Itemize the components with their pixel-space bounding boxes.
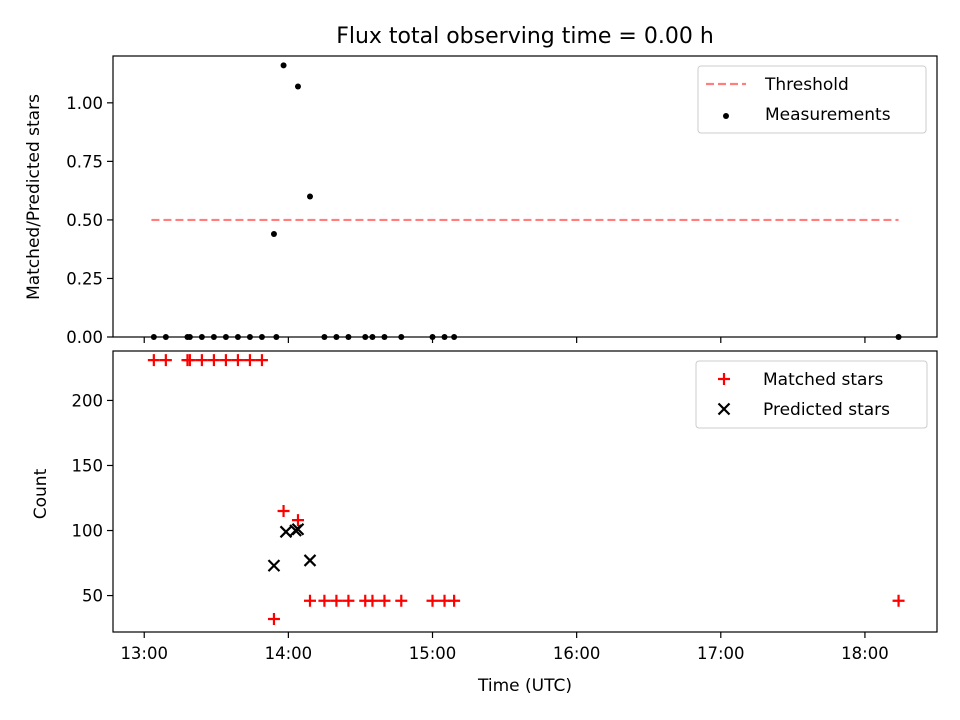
legend-label-threshold: Threshold	[764, 75, 849, 95]
matched-stars-point	[426, 594, 439, 607]
bottom-legend: Matched stars Predicted stars	[695, 360, 928, 429]
top-legend: Threshold Measurements	[697, 65, 927, 134]
measurements-point	[345, 334, 352, 340]
matched-stars-point	[147, 354, 160, 367]
measurements-point	[270, 230, 277, 237]
top-legend-frame	[697, 65, 927, 134]
measurements-point	[306, 193, 313, 200]
measurements-point	[895, 334, 902, 340]
bottom-y-tick-label: 100	[72, 522, 104, 541]
bottom-axes-frame	[112, 350, 938, 633]
measurements-point	[429, 334, 436, 340]
bottom-plot: 50 100 150 200 13:00 14:00 15:00 16:00 17:00 18:0…	[72, 350, 938, 663]
measurements-point	[381, 334, 388, 340]
measurements-point	[441, 334, 448, 340]
matched-stars-point	[291, 514, 304, 527]
matched-stars-point	[243, 354, 256, 367]
matched-stars-point	[277, 505, 290, 518]
x-tick-label: 16:00	[553, 644, 601, 663]
measurements-point	[210, 334, 217, 340]
measurements-point	[234, 334, 241, 340]
x-tick-label: 15:00	[409, 644, 457, 663]
legend-key-predicted-stars	[717, 402, 731, 416]
top-y-tick-label: 0.75	[66, 152, 103, 171]
matched-stars-point	[231, 354, 244, 367]
top-y-tick-label: 0.50	[66, 211, 103, 230]
matched-stars-point	[267, 612, 280, 625]
matched-stars-point	[183, 354, 196, 367]
matched-stars-point	[159, 354, 172, 367]
legend-label-matched-stars: Matched stars	[763, 370, 883, 390]
measurements-point	[451, 334, 458, 340]
matched-stars-point	[219, 354, 232, 367]
measurements-point	[398, 334, 405, 340]
measurements-point	[369, 334, 376, 340]
top-plot: 0.00 0.25 0.50 0.75 1.00 Threshold Measurement…	[66, 55, 938, 347]
top-y-tick-label: 0.00	[66, 328, 103, 347]
measurements-point	[362, 334, 369, 340]
measurements-point	[333, 334, 340, 340]
measurements-point	[294, 83, 301, 90]
matched-stars-point	[366, 594, 379, 607]
measurements-point	[273, 334, 280, 340]
matched-stars-point	[195, 354, 208, 367]
top-axes-frame	[112, 55, 938, 338]
legend-label-predicted-stars: Predicted stars	[763, 400, 890, 420]
measurements-point	[321, 334, 328, 340]
matched-stars-point	[255, 354, 268, 367]
measurements-point	[246, 334, 253, 340]
x-tick-label: 13:00	[120, 644, 168, 663]
matched-stars-point	[448, 594, 461, 607]
x-tick-label: 14:00	[265, 644, 313, 663]
top-y-axis-label: Matched/Predicted stars	[24, 94, 44, 300]
matched-stars-point	[378, 594, 391, 607]
matched-stars-point	[395, 594, 408, 607]
matched-stars-point	[342, 594, 355, 607]
x-tick-label: 18:00	[841, 644, 889, 663]
bottom-x-axis-label: Time (UTC)	[477, 676, 572, 696]
top-y-tick-label: 1.00	[66, 94, 103, 113]
measurements-point	[258, 334, 265, 340]
measurements-point	[280, 62, 287, 69]
predicted-stars-point	[291, 522, 305, 536]
predicted-stars-point	[303, 554, 317, 567]
legend-key-measurements	[723, 113, 729, 119]
matched-stars-point	[207, 354, 220, 367]
x-tick-label: 17:00	[697, 644, 745, 663]
measurements-point	[198, 334, 205, 340]
predicted-stars-point	[267, 559, 281, 572]
bottom-legend-frame	[695, 360, 928, 429]
measurements-point	[222, 334, 229, 340]
bottom-y-tick-label: 50	[82, 587, 103, 606]
legend-label-measurements: Measurements	[765, 105, 891, 125]
matched-stars-point	[330, 594, 343, 607]
top-y-tick-label: 0.25	[66, 269, 103, 288]
bottom-y-axis-label: Count	[31, 468, 51, 519]
matched-stars-point	[318, 594, 331, 607]
matched-stars-point	[303, 594, 316, 607]
bottom-y-tick-label: 150	[72, 456, 104, 475]
top-chart-title: Flux total observing time = 0.00 h	[336, 24, 714, 49]
matched-stars-point	[892, 594, 905, 607]
measurements-point	[150, 334, 157, 340]
measurements-point	[162, 334, 169, 340]
legend-key-matched-stars	[718, 373, 730, 385]
bottom-y-tick-label: 200	[72, 391, 104, 410]
measurements-point	[186, 334, 193, 340]
